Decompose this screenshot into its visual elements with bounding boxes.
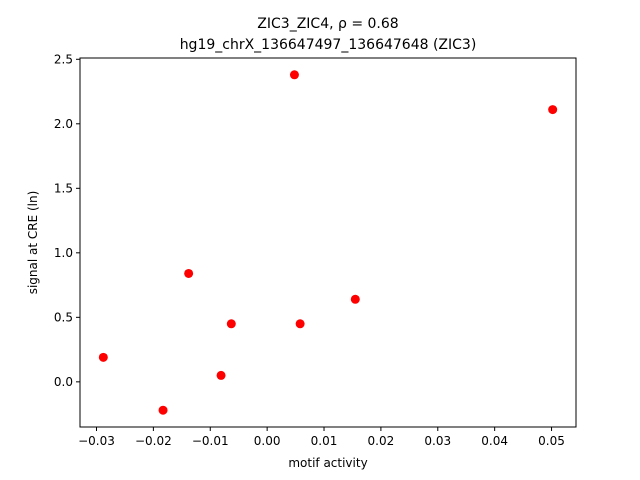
y-tick-label: 2.0	[54, 117, 73, 131]
scatter-point	[548, 105, 558, 115]
chart-title-line1: ZIC3_ZIC4, ρ = 0.68	[257, 16, 398, 32]
x-axis-label: motif activity	[288, 456, 367, 470]
scatter-point	[184, 268, 194, 278]
scatter-point	[295, 319, 305, 329]
scatter-point	[216, 370, 226, 380]
x-tick-label: −0.01	[192, 434, 229, 448]
scatter-point	[289, 70, 299, 80]
x-tick-label: 0.05	[538, 434, 565, 448]
scatter-point	[158, 405, 168, 415]
x-tick-label: 0.00	[254, 434, 281, 448]
data-points	[98, 70, 558, 415]
x-tick-label: 0.03	[424, 434, 451, 448]
x-tick-label: −0.03	[78, 434, 115, 448]
x-tick-label: 0.04	[481, 434, 508, 448]
chart-title-line2: hg19_chrX_136647497_136647648 (ZIC3)	[180, 37, 477, 53]
y-tick-label: 0.5	[54, 310, 73, 324]
plot-area-frame	[79, 57, 577, 428]
scatter-point	[226, 319, 236, 329]
y-tick-label: 1.0	[54, 246, 73, 260]
y-tick-label: 0.0	[54, 375, 73, 389]
y-tick-label: 1.5	[54, 181, 73, 195]
x-tick-label: −0.02	[135, 434, 172, 448]
scatter-point	[350, 294, 360, 304]
y-axis-label: signal at CRE (ln)	[26, 191, 40, 295]
y-tick-label: 2.5	[54, 52, 73, 66]
x-axis-ticks: −0.03 −0.02 −0.01 0.00 0.01 0.02 0.03 0.04 0.05	[78, 427, 565, 448]
y-axis-ticks: 0.0 0.5 1.0 1.5 2.0 2.5	[54, 52, 80, 389]
x-tick-label: 0.02	[368, 434, 395, 448]
scatter-point	[98, 352, 108, 362]
x-tick-label: 0.01	[311, 434, 338, 448]
